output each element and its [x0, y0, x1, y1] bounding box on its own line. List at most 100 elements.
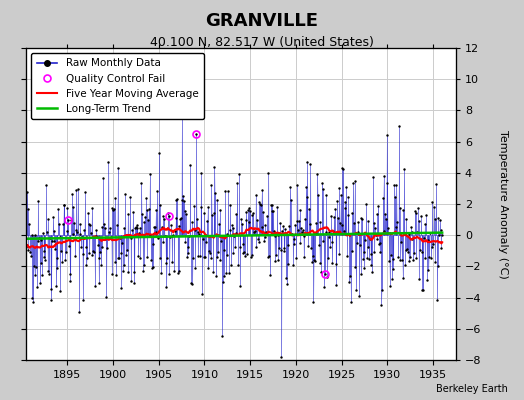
Point [91, 233, 100, 240]
Text: GRANVILLE: GRANVILLE [205, 12, 319, 30]
Point [68, 191, 76, 197]
Point [133, 225, 141, 231]
Point [208, 212, 216, 219]
Point [173, 270, 182, 276]
Point [37, 260, 45, 266]
Point [225, 202, 234, 208]
Point [192, 130, 200, 137]
Point [405, 231, 413, 238]
Point [102, 294, 111, 300]
Point [39, 254, 48, 260]
Point [308, 258, 316, 265]
Point [332, 282, 341, 288]
Point [242, 208, 250, 215]
Point [93, 234, 101, 240]
Point [416, 247, 424, 253]
Point [370, 249, 378, 256]
Point [59, 202, 68, 208]
Point [111, 195, 119, 201]
Point [270, 258, 279, 265]
Point [78, 234, 86, 240]
Point [151, 207, 160, 213]
Point [43, 268, 52, 274]
Point [64, 243, 73, 249]
Point [299, 254, 308, 260]
Point [72, 227, 80, 233]
Point [176, 216, 184, 222]
Point [304, 205, 313, 212]
Point [90, 249, 98, 256]
Point [420, 235, 428, 242]
Point [212, 253, 221, 260]
Point [315, 260, 324, 266]
Point [30, 272, 39, 278]
Point [260, 238, 268, 244]
Point [334, 250, 343, 257]
Point [350, 220, 358, 226]
Point [56, 234, 64, 240]
Point [139, 219, 148, 225]
Point [274, 232, 282, 238]
Point [153, 188, 161, 194]
Point [202, 239, 210, 246]
Point [354, 229, 363, 235]
Point [432, 181, 440, 188]
Point [373, 211, 381, 217]
Point [278, 228, 287, 234]
Point [290, 240, 299, 247]
Point [422, 212, 430, 218]
Point [100, 220, 108, 227]
Point [160, 216, 168, 222]
Point [42, 182, 50, 188]
Point [235, 171, 243, 177]
Point [383, 132, 391, 138]
Point [32, 284, 41, 290]
Point [268, 208, 277, 214]
Point [140, 262, 148, 268]
Point [66, 271, 74, 277]
Point [378, 195, 387, 202]
Point [197, 204, 205, 210]
Point [34, 198, 42, 205]
Point [181, 239, 190, 245]
Point [257, 187, 266, 193]
Point [214, 249, 222, 255]
Point [195, 252, 204, 259]
Point [401, 262, 409, 268]
Point [199, 236, 207, 242]
Point [289, 262, 297, 268]
Point [61, 256, 69, 263]
Point [94, 280, 103, 286]
Point [391, 194, 399, 201]
Point [363, 255, 371, 262]
Point [398, 275, 407, 282]
Point [410, 250, 418, 256]
Point [108, 205, 116, 211]
Point [161, 260, 170, 266]
Point [79, 251, 88, 258]
Point [81, 188, 89, 195]
Point [155, 150, 163, 156]
Point [88, 204, 96, 211]
Point [413, 229, 421, 235]
Point [148, 264, 157, 270]
Point [284, 242, 292, 248]
Point [413, 205, 422, 211]
Point [66, 278, 74, 284]
Point [297, 225, 305, 231]
Point [106, 234, 115, 241]
Point [372, 232, 380, 238]
Point [52, 265, 61, 272]
Point [34, 238, 42, 244]
Point [341, 205, 350, 212]
Point [430, 259, 439, 265]
Point [103, 244, 111, 251]
Point [256, 201, 264, 207]
Point [141, 214, 149, 220]
Point [36, 280, 44, 286]
Point [356, 271, 365, 278]
Point [129, 209, 137, 215]
Point [262, 229, 270, 235]
Point [351, 264, 359, 270]
Point [183, 254, 191, 260]
